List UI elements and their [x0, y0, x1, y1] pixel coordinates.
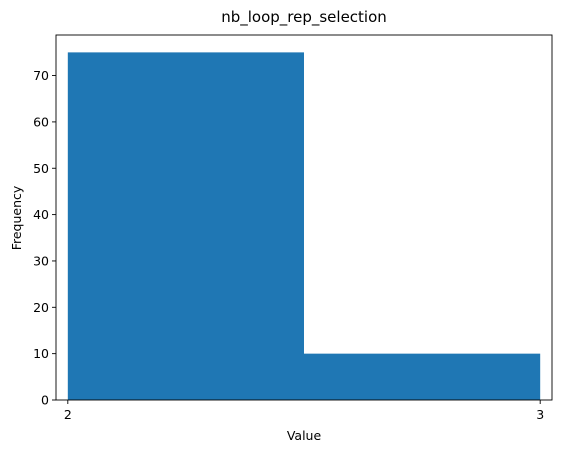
bars-group: [67, 52, 541, 400]
y-axis-label: Frequency: [9, 185, 24, 250]
y-tick-label: 60: [33, 114, 49, 129]
y-tick-label: 10: [33, 346, 49, 361]
y-tick-label: 70: [33, 68, 49, 83]
histogram-bar-1: [67, 52, 304, 400]
chart-title: nb_loop_rep_selection: [221, 8, 387, 27]
y-tick-label: 50: [33, 161, 49, 176]
plot-frame: [55, 34, 553, 401]
x-axis-label: Value: [287, 428, 322, 443]
y-tick-label: 20: [33, 300, 49, 315]
y-tick-label: 0: [41, 393, 49, 408]
x-tick-label: 3: [536, 407, 544, 422]
y-tick-label: 30: [33, 253, 49, 268]
y-axis-ticks: 0 10 20 30 40 50 60 70: [33, 68, 56, 408]
x-tick-label: 2: [64, 407, 72, 422]
y-tick-label: 40: [33, 207, 49, 222]
histogram-bar-2: [304, 353, 541, 400]
